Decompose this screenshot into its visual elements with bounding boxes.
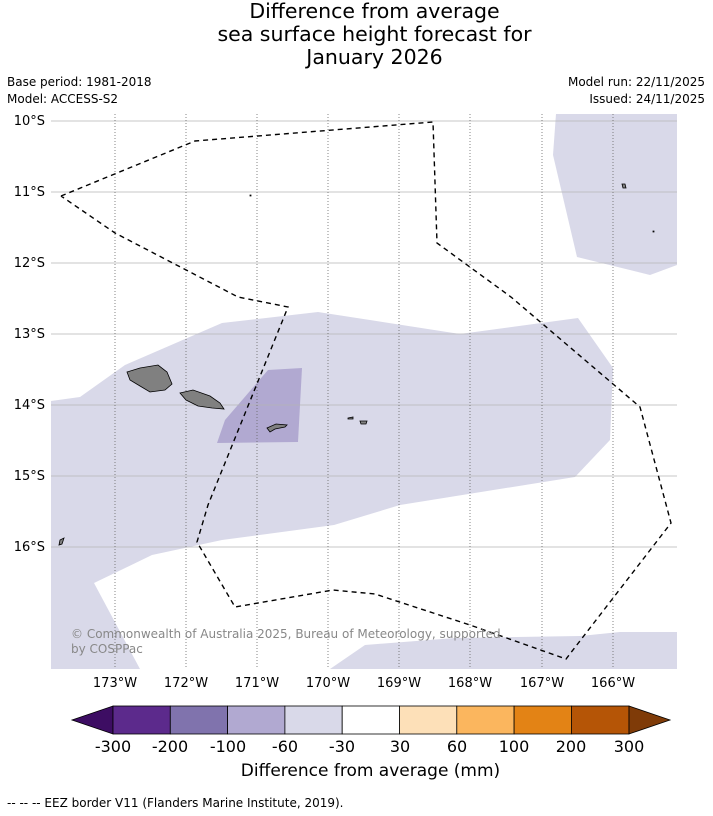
lat-label: 13°S	[14, 327, 45, 342]
model-name: Model: ACCESS-S2	[7, 92, 119, 106]
lat-label: 15°S	[14, 469, 45, 484]
lon-label: 166°W	[591, 676, 635, 691]
colorbar-tick: -60	[272, 737, 298, 756]
longitude-labels: 173°W 172°W 171°W 170°W 169°W 168°W 167°…	[93, 676, 635, 691]
lon-label: 171°W	[235, 676, 279, 691]
colorbar-swatch	[456, 705, 515, 735]
base-period: Base period: 1981-2018	[7, 75, 152, 89]
lat-label: 16°S	[14, 540, 45, 555]
colorbar-tick: 60	[447, 737, 467, 756]
model-run: Model run: 22/11/2025	[567, 75, 705, 89]
southwest-islet	[58, 537, 65, 546]
colorbar-tick: -300	[95, 737, 131, 756]
title-line-2: sea surface height forecast for	[217, 22, 532, 46]
colorbar-extend-low	[70, 705, 114, 735]
lon-label: 169°W	[377, 676, 421, 691]
colorbar-extend-high	[628, 705, 672, 735]
copyright-notice: © Commonwealth of Australia 2025, Bureau…	[71, 627, 501, 656]
colorbar-swatch	[571, 705, 630, 735]
colorbar-swatch	[227, 705, 286, 735]
longitude-gridlines	[114, 114, 614, 669]
swains-island-dot	[249, 194, 252, 197]
anomaly-region-main	[51, 312, 613, 669]
copyright-line-2: by COSPPac	[71, 642, 143, 656]
colorbar-swatch	[112, 705, 171, 735]
lat-label: 12°S	[14, 256, 45, 271]
lat-label: 11°S	[14, 185, 45, 200]
eez-border	[60, 121, 672, 660]
upolu-island	[179, 389, 225, 410]
eez-border-west	[60, 121, 672, 660]
colorbar-swatch	[169, 705, 229, 735]
colorbar-swatch	[284, 705, 343, 735]
title-line-1: Difference from average	[249, 0, 500, 23]
colorbar-tick: 200	[556, 737, 587, 756]
colorbar-tick: 30	[390, 737, 410, 756]
lon-label: 167°W	[520, 676, 564, 691]
title-line-3: January 2026	[306, 45, 443, 69]
colorbar	[70, 705, 672, 735]
tutuila-island	[266, 423, 288, 433]
lat-label: 14°S	[14, 398, 45, 413]
colorbar-swatch	[341, 705, 400, 735]
anomaly-region-northeast	[553, 114, 677, 275]
lat-label: 10°S	[14, 114, 45, 129]
issued-date: Issued: 24/11/2025	[589, 92, 705, 106]
eez-footnote: -- -- -- EEZ border V11 (Flanders Marine…	[7, 796, 344, 810]
anomaly-region-south	[330, 632, 677, 669]
colorbar-label: Difference from average (mm)	[240, 761, 501, 781]
lon-label: 170°W	[306, 676, 350, 691]
copyright-line-1: © Commonwealth of Australia 2025, Bureau…	[71, 627, 501, 641]
lon-label: 168°W	[448, 676, 492, 691]
latitude-gridlines	[51, 120, 677, 548]
colorbar-tick-labels: -300 -200 -100 -60 -30 30 60 100 200 300	[95, 737, 644, 756]
tau-island	[359, 420, 368, 425]
colorbar-swatch	[513, 705, 572, 735]
lon-label: 173°W	[93, 676, 137, 691]
latitude-labels: 10°S 11°S 12°S 13°S 14°S 15°S 16°S	[14, 114, 45, 555]
anomaly-band-light	[51, 114, 677, 669]
tokelau-dots	[621, 183, 655, 233]
colorbar-tick: -30	[329, 737, 355, 756]
land-islands	[58, 183, 655, 546]
colorbar-tick: -200	[152, 737, 188, 756]
meta-left: Base period: 1981-2018 Model: ACCESS-S2	[7, 74, 152, 108]
colorbar-tick: -100	[210, 737, 246, 756]
lon-label: 172°W	[164, 676, 208, 691]
ofu-island	[347, 416, 354, 420]
colorbar-tick: 300	[614, 737, 645, 756]
colorbar-tick: 100	[499, 737, 530, 756]
meta-right: Model run: 22/11/2025 Issued: 24/11/2025	[568, 74, 705, 108]
savaii-island	[126, 364, 173, 393]
chart-title: Difference from average sea surface heig…	[0, 0, 713, 69]
map-figure: 10°S 11°S 12°S 13°S 14°S 15°S 16°S 173°W…	[14, 114, 677, 756]
colorbar-swatch	[399, 705, 458, 735]
